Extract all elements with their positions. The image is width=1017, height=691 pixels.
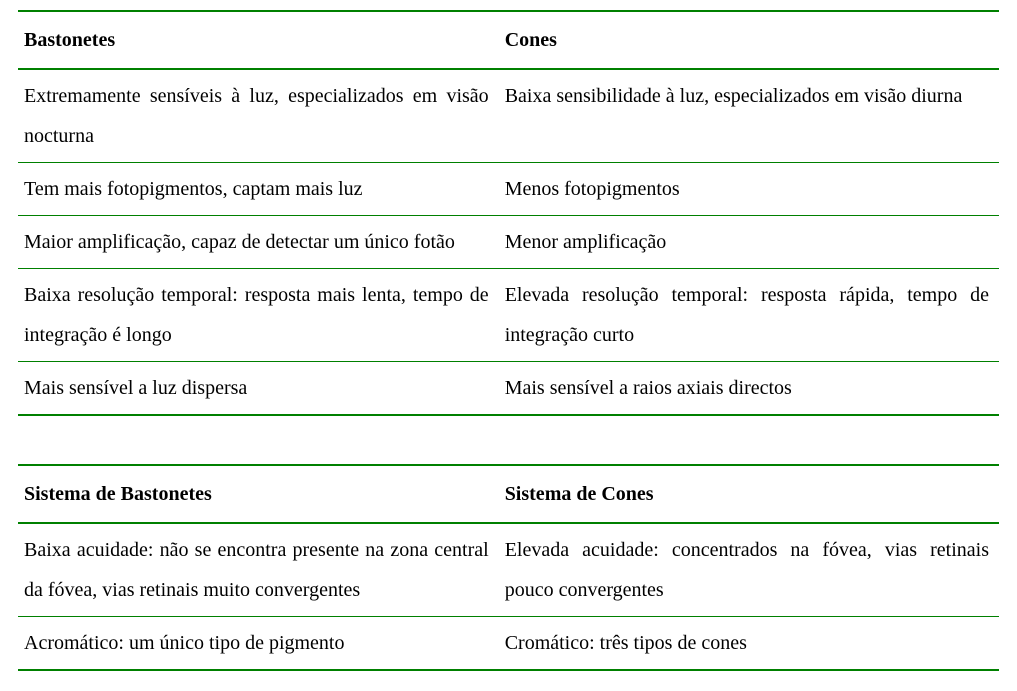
table-row: Extremamente sensíveis à luz, especializ… bbox=[18, 69, 999, 163]
table-row: Baixa acuidade: não se encontra presente… bbox=[18, 523, 999, 617]
page: Bastonetes Cones Extremamente sensíveis … bbox=[0, 0, 1017, 691]
table-row: Maior amplificação, capaz de detectar um… bbox=[18, 216, 999, 269]
table-header-row: Bastonetes Cones bbox=[18, 11, 999, 69]
column-header-left: Sistema de Bastonetes bbox=[18, 465, 499, 523]
cell-left: Acromático: um único tipo de pigmento bbox=[18, 617, 499, 671]
column-header-right: Sistema de Cones bbox=[499, 465, 999, 523]
cell-right: Menos fotopigmentos bbox=[499, 163, 999, 216]
cell-left: Maior amplificação, capaz de detectar um… bbox=[18, 216, 499, 269]
comparison-table-1: Bastonetes Cones Extremamente sensíveis … bbox=[18, 10, 999, 416]
cell-left: Mais sensível a luz dispersa bbox=[18, 362, 499, 416]
cell-left: Extremamente sensíveis à luz, especializ… bbox=[18, 69, 499, 163]
column-header-left: Bastonetes bbox=[18, 11, 499, 69]
cell-left: Baixa acuidade: não se encontra presente… bbox=[18, 523, 499, 617]
comparison-table-2: Sistema de Bastonetes Sistema de Cones B… bbox=[18, 464, 999, 671]
table-row: Tem mais fotopigmentos, captam mais luz … bbox=[18, 163, 999, 216]
cell-right: Elevada acuidade: concentrados na fóvea,… bbox=[499, 523, 999, 617]
cell-right: Menor amplificação bbox=[499, 216, 999, 269]
table-header-row: Sistema de Bastonetes Sistema de Cones bbox=[18, 465, 999, 523]
cell-right: Baixa sensibilidade à luz, especializado… bbox=[499, 69, 999, 163]
cell-right: Mais sensível a raios axiais directos bbox=[499, 362, 999, 416]
column-header-right: Cones bbox=[499, 11, 999, 69]
table-gap bbox=[18, 416, 999, 464]
table-row: Baixa resolução temporal: resposta mais … bbox=[18, 269, 999, 362]
cell-left: Baixa resolução temporal: resposta mais … bbox=[18, 269, 499, 362]
table-row: Acromático: um único tipo de pigmento Cr… bbox=[18, 617, 999, 671]
table-row: Mais sensível a luz dispersa Mais sensív… bbox=[18, 362, 999, 416]
cell-left: Tem mais fotopigmentos, captam mais luz bbox=[18, 163, 499, 216]
cell-right: Elevada resolução temporal: resposta ráp… bbox=[499, 269, 999, 362]
cell-right: Cromático: três tipos de cones bbox=[499, 617, 999, 671]
